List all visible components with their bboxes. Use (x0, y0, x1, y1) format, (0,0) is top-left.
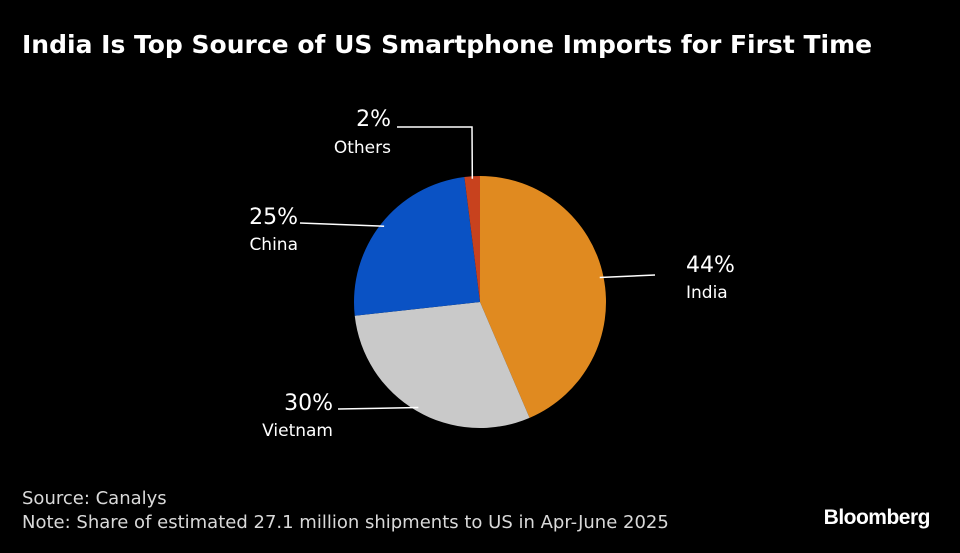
pie-slice-china (354, 176, 480, 316)
slice-value-label-india: 44% (686, 253, 735, 278)
pie-slices (354, 176, 607, 428)
slice-value-label-vietnam: 30% (284, 391, 333, 416)
footnote: Note: Share of estimated 27.1 million sh… (22, 512, 669, 533)
leader-line-vietnam (337, 406, 419, 410)
source-note: Source: Canalys (22, 488, 167, 509)
slice-labels: 44% India 30% Vietnam 25% China 2% Others (249, 107, 735, 441)
leader-line-others (397, 126, 474, 179)
slice-category-label-china: China (249, 235, 298, 255)
slice-value-label-china: 25% (249, 205, 298, 230)
chart-footer: Source: Canalys Note: Share of estimated… (22, 487, 782, 535)
pie-slice-vietnam (354, 302, 530, 428)
slice-value-label-others: 2% (356, 107, 391, 132)
slice-category-label-india: India (686, 283, 728, 303)
leader-lines (299, 126, 656, 410)
leader-line-china (299, 222, 385, 227)
pie-slice-india (480, 176, 607, 418)
chart-title: India Is Top Source of US Smartphone Imp… (22, 30, 873, 59)
leader-line-india (599, 274, 656, 279)
slice-category-label-others: Others (334, 138, 391, 158)
pie-slice-others (464, 176, 480, 302)
slice-category-label-vietnam: Vietnam (262, 421, 333, 441)
bloomberg-logo: Bloomberg (823, 506, 931, 529)
